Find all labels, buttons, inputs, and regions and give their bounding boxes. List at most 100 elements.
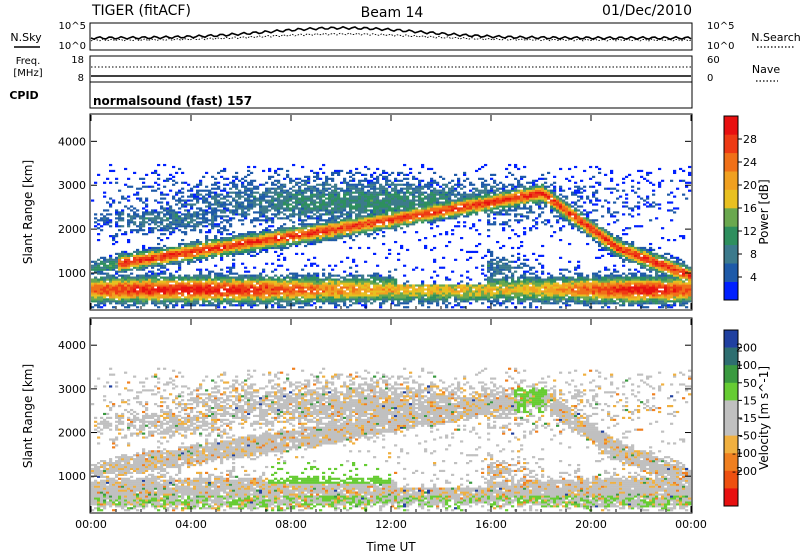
power-cell (349, 237, 353, 240)
power-cell (445, 298, 449, 301)
power-cell (307, 203, 311, 206)
power-cell (163, 248, 167, 252)
power-cell (400, 294, 404, 297)
power-cell (331, 292, 335, 295)
power-cell (151, 211, 155, 214)
power-cell (187, 302, 191, 305)
power-cell (277, 286, 281, 289)
power-cell (442, 205, 446, 208)
power-cell (475, 288, 479, 291)
power-cell (166, 294, 170, 297)
power-cell (475, 298, 479, 301)
power-cell (232, 300, 236, 303)
power-cell (187, 278, 191, 281)
power-cell (292, 235, 296, 238)
power-cell (343, 296, 347, 299)
power-cell (178, 296, 182, 299)
power-cell (304, 215, 308, 218)
power-cell (343, 197, 347, 200)
power-cell (316, 171, 320, 175)
power-cell (91, 199, 95, 202)
power-cell (214, 237, 218, 240)
power-cell (157, 302, 161, 305)
power-cell (295, 240, 299, 244)
power-cell (430, 195, 434, 198)
power-cell (337, 300, 341, 303)
power-cell (229, 187, 233, 190)
power-cell (349, 183, 353, 186)
power-cell (316, 278, 320, 281)
power-cell (268, 240, 272, 244)
power-cell (166, 237, 170, 240)
power-cell (109, 294, 113, 297)
power-cell (481, 195, 485, 198)
power-cell (259, 193, 263, 196)
power-cell (202, 286, 206, 289)
power-cell (283, 294, 287, 297)
power-cell (346, 306, 350, 309)
power-cell (331, 177, 335, 180)
power-cell (433, 191, 437, 194)
power-cell (265, 244, 269, 248)
power-cell (199, 248, 203, 252)
power-cell (232, 292, 236, 295)
power-cell (376, 201, 380, 204)
power-cell (178, 260, 182, 263)
power-cell (367, 185, 371, 188)
power-cell (121, 209, 125, 212)
power-cell (301, 213, 305, 216)
power-cell (253, 286, 257, 289)
power-cell (283, 199, 287, 202)
power-cell (187, 258, 191, 261)
power-cell (97, 262, 101, 265)
power-cell (193, 250, 197, 254)
power-cell (166, 288, 170, 291)
power-cell (193, 248, 197, 252)
power-cell (433, 179, 437, 182)
power-cell (313, 195, 317, 198)
power-cell (319, 219, 323, 222)
power-cell (364, 280, 368, 283)
power-cell (250, 193, 254, 196)
power-cell (118, 284, 122, 287)
power-cell (205, 171, 209, 175)
power-cell (94, 262, 98, 265)
power-cell (415, 284, 419, 287)
power-cell (190, 254, 194, 257)
power-cell (118, 254, 122, 257)
power-cell (205, 288, 209, 291)
power-cell (331, 237, 335, 240)
power-heatmap (91, 163, 692, 309)
power-cell (373, 276, 377, 279)
power-cell (448, 292, 452, 295)
power-cell (178, 191, 182, 194)
nsky-tick-bottom: 10^0 (59, 41, 86, 52)
power-cell (328, 217, 332, 220)
power-cell (157, 262, 161, 265)
power-cell (292, 237, 296, 240)
power-cell (370, 201, 374, 204)
power-cell (370, 233, 374, 236)
power-cell (400, 223, 404, 226)
power-cell (343, 201, 347, 204)
power-cell (301, 240, 305, 244)
power-cell (193, 240, 197, 244)
power-cell (139, 300, 143, 303)
power-cell (394, 179, 398, 182)
power-cell (157, 284, 161, 287)
power-cell (295, 189, 299, 192)
power-cell (115, 225, 119, 228)
power-cell (352, 183, 356, 186)
power-cell (262, 211, 266, 214)
power-cell (373, 252, 377, 255)
power-cell (220, 286, 224, 289)
power-cell (187, 276, 191, 279)
power-cell (175, 304, 179, 307)
power-cell (301, 197, 305, 200)
power-cell (367, 193, 371, 196)
power-cell (295, 302, 299, 305)
power-cell (484, 199, 488, 202)
power-cell (433, 203, 437, 206)
power-cell (124, 290, 128, 293)
power-cell (310, 280, 314, 283)
